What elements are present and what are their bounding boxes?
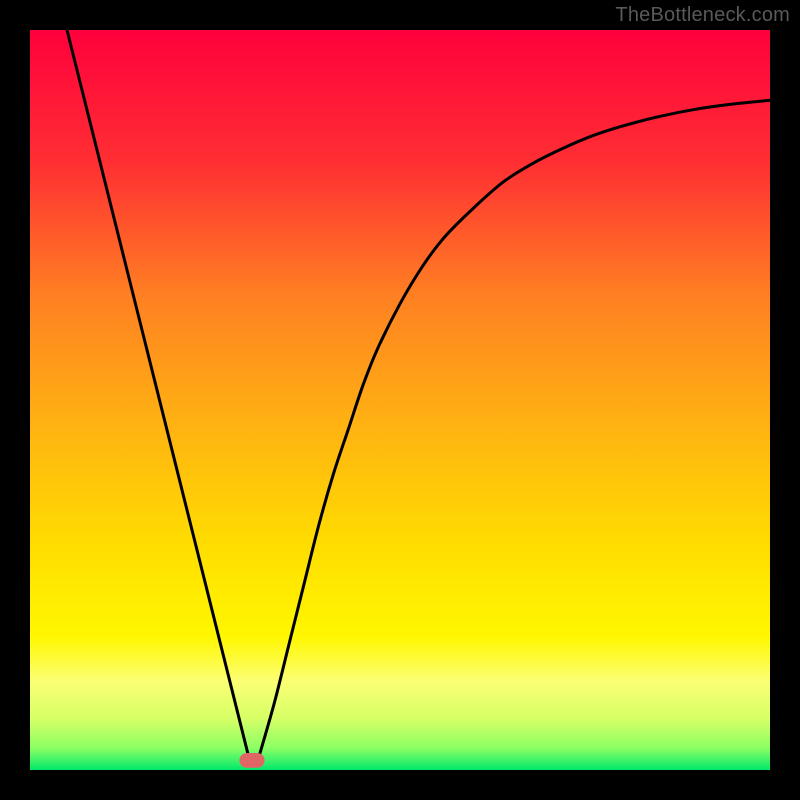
minimum-marker <box>239 753 264 768</box>
chart-frame: TheBottleneck.com <box>0 0 800 800</box>
chart-svg <box>30 30 770 770</box>
gradient-background <box>30 30 770 770</box>
plot-area <box>30 30 770 770</box>
watermark-text: TheBottleneck.com <box>615 4 790 27</box>
